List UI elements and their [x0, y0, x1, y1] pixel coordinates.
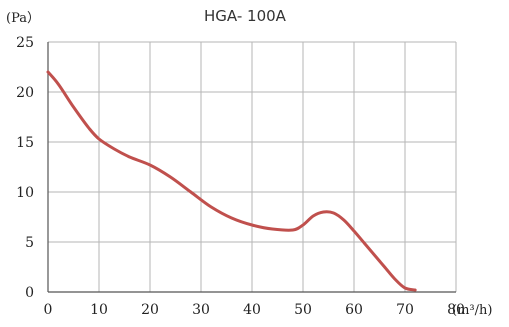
- x-tick-label: 10: [90, 302, 108, 318]
- y-tick-label: 10: [16, 185, 34, 201]
- y-tick-label: 0: [25, 285, 34, 301]
- x-tick-label: 20: [141, 302, 159, 318]
- x-tick-label: 70: [396, 302, 414, 318]
- x-tick-label: 40: [243, 302, 261, 318]
- series-line: [46, 70, 417, 292]
- x-tick-label: 0: [44, 302, 53, 318]
- y-tick-label: 25: [16, 35, 34, 51]
- chart-grid: [47, 41, 457, 293]
- y-tick-label: 15: [16, 135, 34, 151]
- x-tick-label: 60: [345, 302, 363, 318]
- y-tick-label: 5: [25, 235, 34, 251]
- x-tick-label: 80: [447, 302, 465, 318]
- y-tick-label: 20: [16, 85, 34, 101]
- chart-tick-labels: 0 5 10 15 20 25 0 10 20 30 40 50 60 70 80: [16, 35, 465, 318]
- x-tick-label: 50: [294, 302, 312, 318]
- x-axis-label: (m³/h): [452, 303, 492, 318]
- chart-title: HGA- 100A: [204, 7, 287, 25]
- y-axis-label: (Pa）: [6, 11, 40, 26]
- x-tick-label: 30: [192, 302, 210, 318]
